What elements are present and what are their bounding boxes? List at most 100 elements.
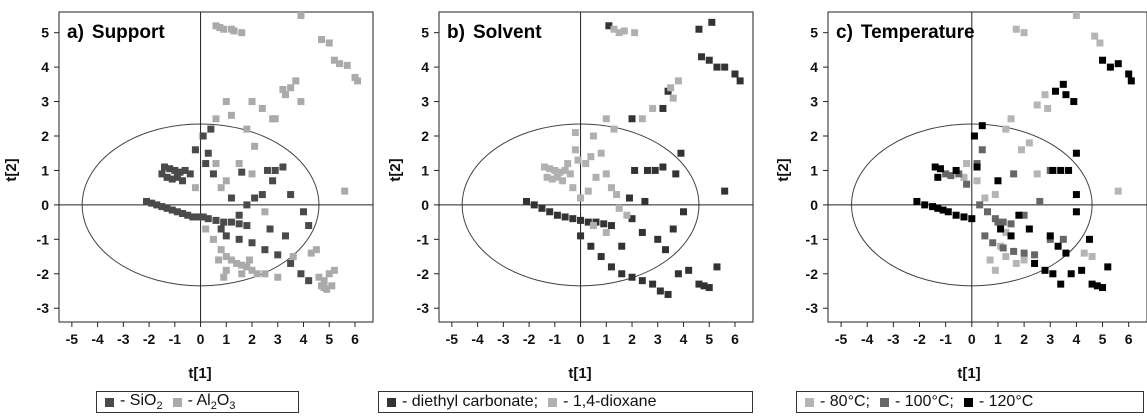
- data-point-80-c: [1033, 170, 1041, 178]
- y-tick-label: 3: [421, 94, 429, 110]
- data-point-sio2: [235, 220, 243, 228]
- data-point-120-c: [931, 163, 939, 171]
- plot-frame: [58, 11, 374, 323]
- x-tick-label: -1: [939, 331, 952, 347]
- data-point-80-c: [1017, 146, 1025, 154]
- data-point-120-c: [1114, 60, 1122, 68]
- data-point-diethyl-carbonate: [530, 201, 538, 209]
- y-tick-label: 0: [421, 197, 429, 213]
- data-point-sio2: [204, 215, 212, 223]
- data-point-sio2: [161, 163, 169, 171]
- data-point-diethyl-carbonate: [731, 70, 739, 78]
- legend-item-80c: - 80°C;: [805, 393, 870, 411]
- data-point-sio2: [171, 166, 179, 174]
- x-tick-label: 6: [731, 331, 739, 347]
- data-point-diethyl-carbonate: [695, 25, 703, 33]
- data-point-120-c: [1049, 166, 1057, 174]
- data-point-diethyl-carbonate: [628, 215, 636, 223]
- data-point-120-c: [944, 208, 952, 216]
- data-point-120-c: [1046, 232, 1054, 240]
- legend-temperature: - 80°C; - 100°C; - 120°C: [796, 391, 1144, 413]
- data-point-sio2: [186, 170, 194, 178]
- data-point-100-c: [999, 244, 1007, 252]
- x-tick-label: 4: [1073, 331, 1081, 347]
- data-point-al2o3: [281, 91, 289, 99]
- data-point-120-c: [1072, 208, 1080, 216]
- data-point-diethyl-carbonate: [538, 204, 546, 212]
- data-point-al2o3: [312, 246, 320, 254]
- y-tick-label: 1: [810, 162, 818, 178]
- legend-label-diethyl-carbonate: - diethyl carbonate;: [402, 393, 539, 410]
- x-axis-label: t[1]: [188, 365, 211, 382]
- data-point-1-4-dioxane: [592, 173, 600, 181]
- y-tick-label: -2: [417, 266, 430, 282]
- data-point-sio2: [266, 225, 274, 233]
- legend-label-sio2: - SiO2: [120, 391, 163, 413]
- data-point-diethyl-carbonate: [685, 266, 693, 274]
- data-point-120-c: [1127, 77, 1135, 85]
- data-point-sio2: [274, 251, 282, 259]
- data-point-80-c: [1091, 32, 1099, 40]
- data-point-sio2: [238, 168, 246, 176]
- data-point-120-c: [1099, 284, 1107, 292]
- x-tick-label: -5: [66, 331, 79, 347]
- data-point-al2o3: [235, 160, 243, 168]
- data-point-al2o3: [330, 56, 338, 64]
- data-point-sio2: [243, 201, 251, 209]
- data-point-diethyl-carbonate: [577, 216, 585, 224]
- data-point-diethyl-carbonate: [546, 208, 554, 216]
- panel-title: c) Temperature: [836, 22, 975, 43]
- data-point-diethyl-carbonate: [656, 287, 664, 295]
- data-point-1-4-dioxane: [597, 149, 605, 157]
- data-point-al2o3: [202, 225, 210, 233]
- data-point-120-c: [934, 173, 942, 181]
- y-tick-label: 0: [810, 197, 818, 213]
- y-tick-label: -3: [37, 300, 50, 316]
- data-point-120-c: [1067, 270, 1075, 278]
- data-point-diethyl-carbonate: [659, 104, 667, 112]
- data-point-120-c: [1065, 166, 1073, 174]
- data-point-120-c: [1104, 263, 1112, 271]
- data-point-diethyl-carbonate: [672, 170, 680, 178]
- data-point-120-c: [1057, 166, 1065, 174]
- data-point-1-4-dioxane: [610, 125, 618, 133]
- data-point-1-4-dioxane: [571, 129, 579, 137]
- legend-swatch-100c: [879, 397, 889, 407]
- data-point-sio2: [212, 216, 220, 224]
- x-tick-label: -4: [861, 331, 874, 347]
- x-tick-label: 5: [705, 331, 713, 347]
- panel-letter: a): [67, 22, 84, 43]
- data-point-diethyl-carbonate: [649, 280, 657, 288]
- data-point-100-c: [963, 180, 971, 188]
- data-point-diethyl-carbonate: [664, 290, 672, 298]
- data-point-120-c: [1078, 266, 1086, 274]
- panel-title-text: Temperature: [861, 22, 975, 43]
- legend-item-diethyl-carbonate: - diethyl carbonate;: [387, 393, 538, 411]
- data-point-80-c: [1044, 104, 1052, 112]
- data-point-120-c: [921, 201, 929, 209]
- y-tick-label: -2: [806, 266, 819, 282]
- data-point-diethyl-carbonate: [708, 18, 716, 26]
- data-point-al2o3: [227, 111, 235, 119]
- y-tick-label: -1: [417, 231, 430, 247]
- data-point-sio2: [269, 177, 277, 185]
- data-point-al2o3: [245, 256, 253, 264]
- data-point-al2o3: [238, 261, 246, 269]
- data-point-al2o3: [227, 256, 235, 264]
- data-point-al2o3: [269, 115, 277, 123]
- x-tick-label: -5: [446, 331, 459, 347]
- data-point-diethyl-carbonate: [607, 222, 615, 230]
- data-point-1-4-dioxane: [577, 194, 585, 202]
- legend-swatch-dioxane: [548, 397, 558, 407]
- data-point-80-c: [1114, 187, 1122, 195]
- data-point-sio2: [305, 277, 313, 285]
- data-point-diethyl-carbonate: [695, 280, 703, 288]
- data-point-120-c: [939, 206, 947, 214]
- data-point-al2o3: [315, 273, 323, 281]
- data-point-sio2: [189, 213, 197, 221]
- data-point-1-4-dioxane: [546, 165, 554, 173]
- data-point-sio2: [179, 177, 187, 185]
- y-tick-label: -3: [417, 300, 430, 316]
- data-point-80-c: [1007, 115, 1015, 123]
- data-point-al2o3: [341, 187, 349, 195]
